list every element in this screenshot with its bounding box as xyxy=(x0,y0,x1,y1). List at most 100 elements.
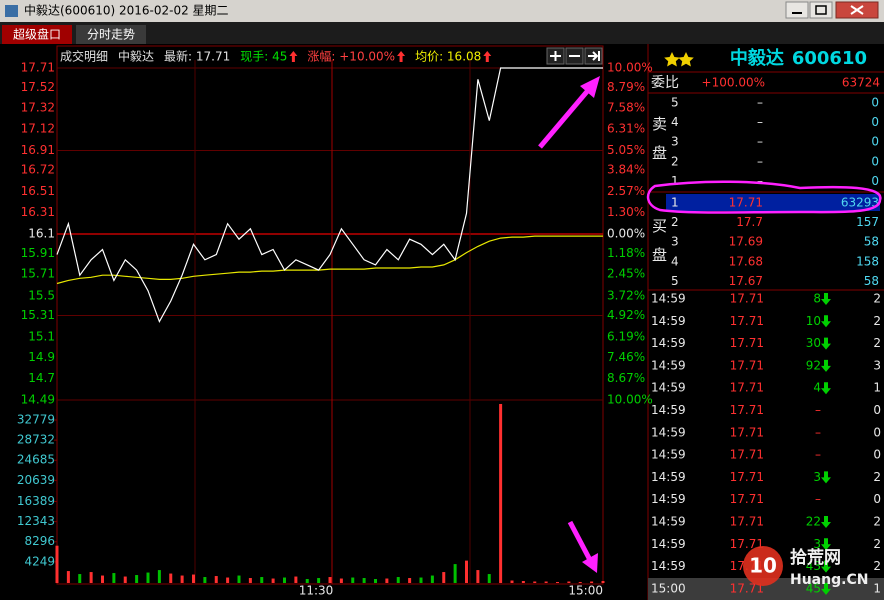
weibi-pct: +100.00% xyxy=(702,76,765,90)
trade-time: 14:59 xyxy=(651,381,686,395)
volume-bar xyxy=(55,545,59,583)
tab-label[interactable]: 超级盘口 xyxy=(13,27,61,42)
weibi-volume: 63724 xyxy=(842,76,880,90)
trade-volume: 4 xyxy=(813,381,821,395)
tab-active[interactable] xyxy=(2,25,72,44)
pct-tick-label: 10.00% xyxy=(607,61,653,75)
volume-bar xyxy=(590,581,594,583)
trade-time: 14:59 xyxy=(651,492,686,506)
trade-time: 14:59 xyxy=(651,336,686,350)
volume-tick-label: 12343 xyxy=(17,514,55,528)
book-level: 3 xyxy=(671,135,679,149)
app-icon xyxy=(5,5,18,17)
trade-volume: 22 xyxy=(806,515,821,529)
book-price: 17.7 xyxy=(736,215,763,229)
volume-bar xyxy=(317,578,321,583)
trade-price: 17.71 xyxy=(730,537,764,551)
book-level: 5 xyxy=(671,274,679,288)
book-level: 4 xyxy=(671,115,679,129)
volume-bar xyxy=(476,570,480,583)
annotation-arrow xyxy=(567,520,593,562)
trade-time: 14:59 xyxy=(651,515,686,529)
trade-count: 0 xyxy=(873,492,881,506)
volume-bar xyxy=(260,577,264,583)
trade-volume: – xyxy=(815,425,821,439)
down-arrow-icon xyxy=(821,582,831,595)
pct-tick-label: 8.67% xyxy=(607,371,645,385)
average-line xyxy=(56,235,603,285)
volume-bar xyxy=(203,577,207,583)
pct-tick-label: 1.18% xyxy=(607,246,645,260)
trade-count: 0 xyxy=(873,425,881,439)
down-arrow-icon xyxy=(821,538,831,551)
volume-tick-label: 28732 xyxy=(17,433,55,447)
trade-time: 14:59 xyxy=(651,425,686,439)
down-arrow-icon xyxy=(821,560,831,573)
volume-bar xyxy=(305,579,309,583)
trade-price: 17.71 xyxy=(730,403,764,417)
trade-price: 17.71 xyxy=(730,448,764,462)
pct-tick-label: 2.57% xyxy=(607,184,645,198)
volume-bar xyxy=(533,581,537,583)
pct-tick-label: 6.19% xyxy=(607,330,645,344)
trade-volume: – xyxy=(815,403,821,417)
book-price: 17.67 xyxy=(729,274,763,288)
price-tick-label: 16.51 xyxy=(21,184,55,198)
trade-count: 2 xyxy=(873,336,881,350)
pct-tick-label: 3.84% xyxy=(607,163,645,177)
trade-count: 1 xyxy=(873,381,881,395)
maximize-button[interactable] xyxy=(809,1,833,19)
volume-bar xyxy=(567,581,571,583)
book-price: – xyxy=(757,115,763,129)
minimize-button[interactable] xyxy=(785,1,809,19)
arrowhead xyxy=(582,553,598,573)
book-volume: 0 xyxy=(871,135,879,149)
volume-bar xyxy=(499,403,503,583)
trade-price: 17.71 xyxy=(730,492,764,506)
volume-bar xyxy=(169,573,173,583)
stock-name: 中毅达 xyxy=(730,47,784,69)
side-label: 买盘 xyxy=(650,218,668,276)
side-label: 卖盘 xyxy=(650,116,668,174)
watermark: 10 拾荒网 Huang.CN xyxy=(743,546,868,588)
tab-label[interactable]: 分时走势 xyxy=(87,28,135,42)
volume-tick-label: 24685 xyxy=(17,453,55,467)
book-price: – xyxy=(757,135,763,149)
volume-bar xyxy=(465,560,468,583)
volume-bar xyxy=(192,574,195,583)
book-price: – xyxy=(757,154,763,168)
highlight-row xyxy=(666,194,880,211)
price-tick-label: 15.1 xyxy=(28,330,55,344)
trade-price: 17.71 xyxy=(730,581,764,595)
volume-bar xyxy=(556,582,559,583)
volume-bar xyxy=(78,574,82,583)
volume-bar xyxy=(487,574,491,583)
book-level: 3 xyxy=(671,235,679,249)
pct-tick-label: 10.00% xyxy=(607,393,653,407)
volume-bar xyxy=(123,576,127,583)
trade-price: 17.71 xyxy=(730,292,764,306)
trade-price: 17.71 xyxy=(730,381,764,395)
volume-bar xyxy=(112,573,116,583)
watermark-brand: 拾荒网 xyxy=(790,547,841,568)
maximize-icon xyxy=(815,5,827,15)
tab[interactable] xyxy=(76,25,146,44)
plus-icon xyxy=(550,51,561,61)
trade-count: 2 xyxy=(873,292,881,306)
trade-count: 2 xyxy=(873,537,881,551)
down-arrow-icon xyxy=(821,516,831,528)
down-arrow-icon xyxy=(821,293,831,305)
tab-bar xyxy=(0,22,884,44)
volume-bar xyxy=(430,575,434,583)
trade-count: 0 xyxy=(873,448,881,462)
pct-tick-label: 7.46% xyxy=(607,350,645,364)
trade-time: 14:59 xyxy=(651,448,686,462)
book-volume: 0 xyxy=(871,174,879,188)
trade-count: 1 xyxy=(873,581,881,595)
window-buttons xyxy=(785,1,879,19)
header-item: 中毅达 xyxy=(118,49,154,64)
volume-bar xyxy=(157,570,161,583)
pct-tick-label: 7.58% xyxy=(607,101,645,115)
trade-count: 2 xyxy=(873,314,881,328)
trade-price: 17.71 xyxy=(730,425,764,439)
